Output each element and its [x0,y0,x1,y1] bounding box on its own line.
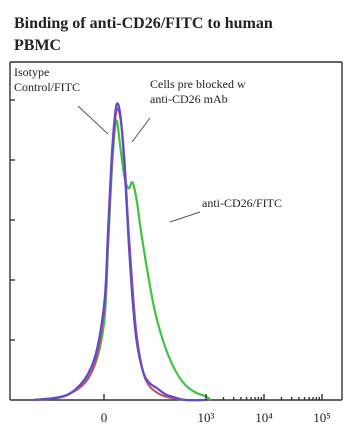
annotation-text: Isotype [14,65,49,79]
x-tick-label: 10⁴ [255,410,273,425]
annotation-text: anti-CD26/FITC [202,196,282,210]
x-tick-label: 10⁵ [313,410,331,425]
chart-axes [9,61,343,401]
x-tick-label: 10³ [198,410,215,425]
chart-title-line-1: Binding of anti-CD26/FITC to human [14,15,273,32]
annotation-leader-line [77,105,109,135]
annotation-text: Control/FITC [14,80,80,94]
series-layer [33,102,212,402]
series-line-2 [33,119,212,402]
chart-title-line-2: PBMC [14,37,61,54]
annotation-leader-line [169,211,201,223]
tick-layer: 0 10³ 10⁴ 10⁵ [101,394,331,425]
annotation-text: Cells pre blocked w [150,77,246,91]
x-tick-label: 0 [101,410,108,425]
annotation-leader-line [131,117,151,143]
annotation-text: anti-CD26 mAb [150,92,228,106]
series-line-1 [33,102,207,402]
